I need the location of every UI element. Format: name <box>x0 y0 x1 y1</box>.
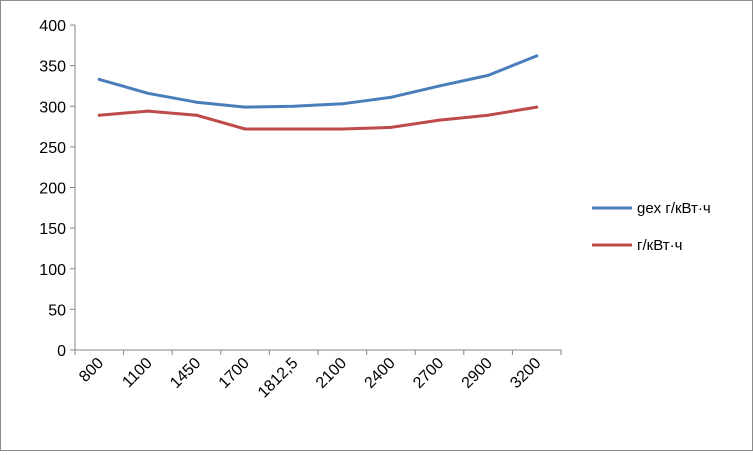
x-tick-label: 1700 <box>216 355 253 392</box>
data-point <box>195 100 198 104</box>
data-point <box>340 127 344 131</box>
y-tick-label: 100 <box>39 262 66 279</box>
data-point <box>486 73 490 77</box>
data-point <box>97 113 101 117</box>
x-tick-label: 1450 <box>167 355 204 392</box>
x-tick-label: 2400 <box>362 355 399 392</box>
x-tick-label: 1812,5 <box>255 355 302 402</box>
data-point <box>292 127 296 131</box>
x-tick-labels: 800 1100 1450 1700 1812,5 2100 2400 2700 2900 320… <box>76 355 544 402</box>
data-point <box>195 113 198 117</box>
data-point <box>389 95 393 99</box>
series-line <box>97 105 539 131</box>
x-tick-label: 2900 <box>459 355 496 392</box>
data-point <box>438 84 441 88</box>
data-point <box>146 109 150 113</box>
y-tick-label: 200 <box>39 181 66 198</box>
legend-label: г/кВт·ч <box>637 237 682 254</box>
data-point <box>535 105 539 109</box>
data-point <box>535 54 539 58</box>
data-point <box>438 118 441 122</box>
data-point <box>243 127 247 131</box>
y-tick-label: 150 <box>39 221 66 238</box>
legend-label: gex г/кВт·ч <box>637 200 711 217</box>
y-tick-label: 400 <box>39 18 66 35</box>
data-point <box>146 91 150 95</box>
x-tick-label: 1100 <box>119 355 155 391</box>
data-point <box>486 113 490 117</box>
data-point <box>389 125 393 129</box>
y-tick-label: 50 <box>48 302 66 319</box>
x-tick-label: 2700 <box>410 355 447 392</box>
y-tick-labels: 0 50 100 150 200 250 300 350 400 <box>39 18 66 360</box>
y-tick-label: 0 <box>57 343 66 360</box>
data-point <box>97 77 101 81</box>
data-point <box>243 105 247 109</box>
series-line <box>97 54 539 109</box>
x-tick-label: 2100 <box>313 355 350 392</box>
y-tick-label: 250 <box>39 140 66 157</box>
x-tick-label: 3200 <box>507 355 544 392</box>
y-tick-label: 300 <box>39 99 66 116</box>
x-tick-label: 800 <box>76 355 107 386</box>
y-tick-label: 350 <box>39 59 66 76</box>
axes <box>70 24 562 355</box>
series-lines <box>97 54 539 131</box>
data-point <box>292 104 296 108</box>
data-point <box>340 102 344 106</box>
legend: gex г/кВт·ч г/кВт·ч <box>592 200 711 254</box>
